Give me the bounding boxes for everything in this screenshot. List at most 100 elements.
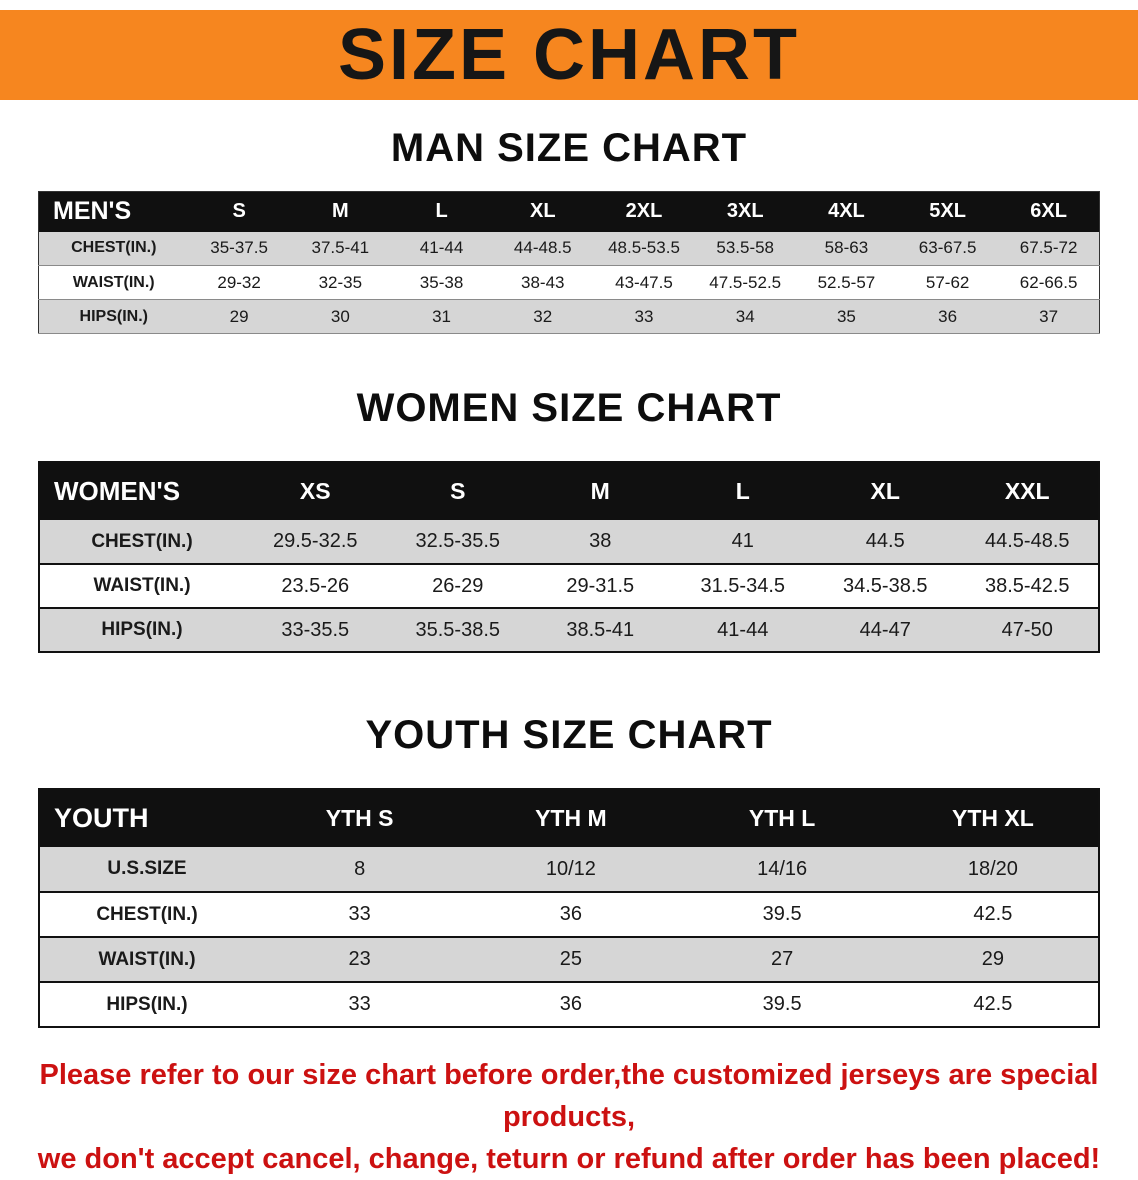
size-column-header: XL [814,462,957,520]
table-row: HIPS(IN.) 33 36 39.5 42.5 [39,982,1099,1028]
size-column-header: YTH S [254,789,466,847]
size-value: 32 [492,299,594,334]
size-value: 35-37.5 [188,231,290,266]
size-value: 29.5-32.5 [244,520,387,565]
size-value: 35.5-38.5 [386,608,529,653]
row-label: U.S.SIZE [39,847,254,893]
size-value: 30 [289,299,391,334]
size-column-header: XXL [956,462,1099,520]
size-value: 29-32 [188,265,290,300]
size-value: 52.5-57 [795,265,898,300]
row-label: WAIST(IN.) [39,564,244,609]
size-value: 58-63 [795,231,898,266]
table-row: HIPS(IN.) 29 30 31 32 33 34 35 36 37 [38,299,1100,334]
table-title-cell: YOUTH [39,789,254,847]
size-value: 47.5-52.5 [694,265,796,300]
size-value: 57-62 [897,265,999,300]
size-value: 33 [254,892,466,938]
size-value: 43-47.5 [593,265,695,300]
size-value: 41 [671,520,814,565]
size-value: 41-44 [671,608,814,653]
size-value: 31.5-34.5 [671,564,814,609]
size-column-header: 4XL [795,191,898,232]
table-row: CHEST(IN.) 33 36 39.5 42.5 [39,892,1099,938]
size-value: 44-48.5 [492,231,594,266]
size-value: 23 [254,937,466,983]
men-size-table: MEN'S S M L XL 2XL 3XL 4XL 5XL 6XL CHEST(IN.) 35-37… [38,191,1100,334]
size-value: 44.5 [814,520,957,565]
table-header-row: WOMEN'S XS S M L XL XXL [39,462,1099,520]
size-column-header: 6XL [998,191,1100,232]
size-value: 35 [795,299,898,334]
row-label: HIPS(IN.) [39,608,244,653]
size-column-header: 2XL [593,191,695,232]
row-label: HIPS(IN.) [38,299,189,334]
size-value: 47-50 [956,608,1099,653]
size-chart-banner: SIZE CHART [0,10,1138,100]
row-label: WAIST(IN.) [39,937,254,983]
size-column-header: L [671,462,814,520]
size-value: 25 [465,937,677,983]
size-value: 26-29 [386,564,529,609]
youth-size-table: YOUTH YTH S YTH M YTH L YTH XL U.S.SIZE 8 10/12… [38,788,1100,1028]
size-value: 36 [897,299,999,334]
row-label: WAIST(IN.) [38,265,189,300]
row-label: CHEST(IN.) [39,520,244,565]
size-value: 33-35.5 [244,608,387,653]
women-size-table: WOMEN'S XS S M L XL XXL CHEST(IN.) 29.5-32.5 32.5… [38,461,1100,653]
size-value: 62-66.5 [998,265,1100,300]
size-value: 38.5-42.5 [956,564,1099,609]
size-value: 33 [254,982,466,1028]
row-label: HIPS(IN.) [39,982,254,1028]
size-value: 36 [465,892,677,938]
table-title-cell: MEN'S [38,191,189,232]
order-policy-notice: Please refer to our size chart before or… [0,1054,1138,1180]
table-row: WAIST(IN.) 23 25 27 29 [39,937,1099,983]
size-value: 23.5-26 [244,564,387,609]
size-column-header: XL [492,191,594,232]
size-column-header: S [386,462,529,520]
size-value: 29 [887,937,1099,983]
size-value: 33 [593,299,695,334]
table-row: WAIST(IN.) 29-32 32-35 35-38 38-43 43-47.5 47.… [38,265,1100,300]
size-column-header: M [529,462,672,520]
order-policy-line-1: Please refer to our size chart before or… [39,1059,1099,1134]
table-header-row: YOUTH YTH S YTH M YTH L YTH XL [39,789,1099,847]
row-label: CHEST(IN.) [39,892,254,938]
size-value: 34 [694,299,796,334]
size-value: 37.5-41 [289,231,391,266]
table-row: CHEST(IN.) 35-37.5 37.5-41 41-44 44-48.5 48.5… [38,231,1100,266]
size-value: 31 [390,299,493,334]
size-value: 41-44 [390,231,493,266]
size-value: 32-35 [289,265,391,300]
table-title-cell: WOMEN'S [39,462,244,520]
size-value: 38.5-41 [529,608,672,653]
table-row: HIPS(IN.) 33-35.5 35.5-38.5 38.5-41 41-44 44-… [39,608,1099,653]
size-value: 53.5-58 [694,231,796,266]
size-column-header: M [289,191,391,232]
row-label: CHEST(IN.) [38,231,189,266]
size-value: 39.5 [676,982,888,1028]
table-row: U.S.SIZE 8 10/12 14/16 18/20 [39,847,1099,893]
size-value: 37 [998,299,1100,334]
size-value: 34.5-38.5 [814,564,957,609]
size-value: 67.5-72 [998,231,1100,266]
page-title: SIZE CHART [338,15,800,95]
size-column-header: 3XL [694,191,796,232]
size-value: 36 [465,982,677,1028]
size-value: 29 [188,299,290,334]
size-value: 14/16 [676,847,888,893]
size-column-header: YTH L [676,789,888,847]
table-row: CHEST(IN.) 29.5-32.5 32.5-35.5 38 41 44.5 44.5… [39,520,1099,565]
size-column-header: 5XL [897,191,999,232]
table-header-row: MEN'S S M L XL 2XL 3XL 4XL 5XL 6XL [38,191,1100,232]
youth-section-heading: YOUTH SIZE CHART [365,713,773,757]
size-value: 32.5-35.5 [386,520,529,565]
size-value: 48.5-53.5 [593,231,695,266]
size-column-header: S [188,191,290,232]
women-section-heading: WOMEN SIZE CHART [356,386,782,430]
size-value: 63-67.5 [897,231,999,266]
size-value: 44-47 [814,608,957,653]
size-value: 35-38 [390,265,493,300]
size-value: 10/12 [465,847,677,893]
